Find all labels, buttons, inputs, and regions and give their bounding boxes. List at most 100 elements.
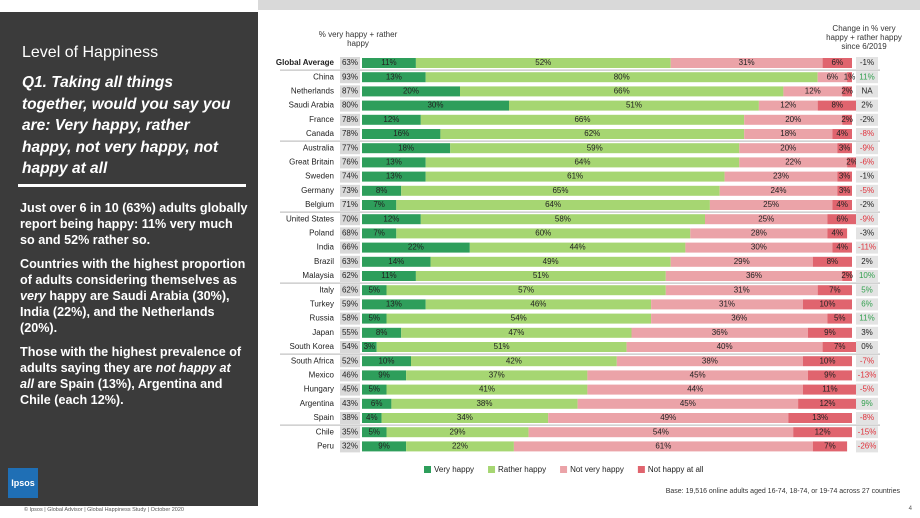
bar-segment bbox=[391, 398, 578, 409]
bar-segment bbox=[362, 228, 397, 239]
segment-label: 5% bbox=[368, 427, 380, 436]
bar-segment bbox=[425, 72, 818, 83]
bar-segment bbox=[665, 285, 818, 296]
segment-label: 11% bbox=[381, 58, 396, 67]
bar-segment bbox=[847, 157, 857, 168]
change-box bbox=[856, 199, 878, 211]
change-box bbox=[856, 284, 878, 297]
category-label: United States bbox=[286, 214, 334, 223]
total-box bbox=[340, 369, 360, 382]
segment-label: 31% bbox=[719, 300, 735, 309]
segment-label: 2% bbox=[841, 115, 853, 124]
bar-segment bbox=[798, 398, 857, 409]
segment-label: 49% bbox=[660, 413, 676, 422]
bar-segment bbox=[362, 285, 387, 296]
segment-label: 6% bbox=[836, 214, 848, 223]
segment-label: 29% bbox=[734, 257, 750, 266]
bar-segment bbox=[670, 58, 823, 68]
segment-label: 16% bbox=[393, 129, 409, 138]
segment-label: 18% bbox=[398, 143, 414, 152]
top-band bbox=[258, 0, 920, 10]
bar-segment bbox=[386, 313, 652, 324]
change-box bbox=[856, 71, 878, 84]
total-label: 66% bbox=[342, 243, 358, 252]
segment-label: 47% bbox=[508, 328, 524, 337]
total-label: 77% bbox=[342, 143, 358, 152]
change-box bbox=[856, 241, 878, 254]
bar-segment bbox=[783, 86, 843, 97]
segment-label: 18% bbox=[780, 129, 796, 138]
segment-label: 8% bbox=[827, 257, 839, 266]
change-label: -11% bbox=[858, 243, 876, 252]
total-box bbox=[340, 241, 360, 254]
bar-segment bbox=[817, 285, 852, 296]
change-label: 2% bbox=[861, 101, 873, 110]
total-box bbox=[340, 284, 360, 297]
bar-segment bbox=[842, 271, 852, 281]
bar-segment bbox=[430, 256, 671, 267]
total-box bbox=[340, 412, 360, 424]
bar-segment bbox=[803, 384, 857, 395]
segment-label: 4% bbox=[832, 229, 844, 238]
bar-segment bbox=[415, 58, 671, 68]
total-box bbox=[340, 270, 360, 282]
total-label: 32% bbox=[342, 442, 358, 451]
bar-segment bbox=[362, 356, 411, 367]
segment-label: 8% bbox=[376, 186, 388, 195]
bar-segment bbox=[362, 185, 402, 196]
paragraph: Countries with the highest proportion of… bbox=[20, 256, 248, 336]
segment-label: 38% bbox=[702, 356, 718, 365]
category-label: Mexico bbox=[309, 371, 335, 380]
total-label: 55% bbox=[342, 328, 358, 337]
change-box bbox=[856, 213, 878, 226]
change-label: -13% bbox=[858, 371, 877, 380]
bar-segment bbox=[827, 214, 857, 225]
segment-label: 7% bbox=[824, 442, 836, 451]
bar-segment bbox=[807, 370, 852, 381]
category-label: Spain bbox=[314, 413, 334, 422]
bar-segment bbox=[425, 299, 652, 310]
total-label: 73% bbox=[342, 186, 358, 195]
segment-label: 60% bbox=[535, 229, 551, 238]
segment-label: 3% bbox=[364, 342, 376, 351]
segment-label: 57% bbox=[518, 285, 534, 294]
segment-label: 25% bbox=[758, 214, 774, 223]
text-run: not happy at all bbox=[20, 361, 231, 391]
segment-label: 62% bbox=[584, 129, 600, 138]
segment-label: 52% bbox=[535, 58, 551, 67]
segment-label: 34% bbox=[457, 413, 473, 422]
segment-label: 12% bbox=[819, 399, 835, 408]
change-box bbox=[856, 255, 878, 268]
segment-label: 28% bbox=[751, 229, 767, 238]
segment-label: 10% bbox=[378, 356, 394, 365]
bar-segment bbox=[616, 356, 803, 367]
bar-segment bbox=[817, 100, 857, 111]
segment-label: 30% bbox=[751, 243, 767, 252]
bar-segment bbox=[420, 214, 705, 225]
legend-swatch bbox=[637, 466, 645, 473]
change-box bbox=[856, 355, 878, 368]
change-label: 11% bbox=[859, 72, 874, 81]
segment-label: 61% bbox=[567, 172, 583, 181]
category-label: Russia bbox=[310, 314, 335, 323]
bar-segment bbox=[362, 242, 470, 253]
bar-segment bbox=[837, 185, 852, 196]
segment-label: 22% bbox=[785, 158, 801, 167]
bar-segment bbox=[631, 327, 808, 338]
bar-segment bbox=[362, 86, 460, 97]
change-label: 6% bbox=[861, 300, 873, 309]
bar-segment bbox=[362, 72, 426, 83]
segment-label: 25% bbox=[763, 200, 779, 209]
bar-segment bbox=[807, 327, 852, 338]
text-run: are Spain (13%), Argentina and Chile (ea… bbox=[20, 377, 223, 407]
bar-segment bbox=[401, 185, 720, 196]
segment-label: 4% bbox=[836, 200, 848, 209]
total-box bbox=[340, 156, 360, 169]
change-box bbox=[856, 440, 878, 453]
bar-segment bbox=[842, 114, 852, 125]
bar-segment bbox=[362, 214, 421, 225]
change-label: -3% bbox=[860, 229, 874, 238]
bar-segment bbox=[739, 157, 848, 168]
bar-segment bbox=[758, 100, 818, 111]
segment-label: 4% bbox=[836, 129, 848, 138]
